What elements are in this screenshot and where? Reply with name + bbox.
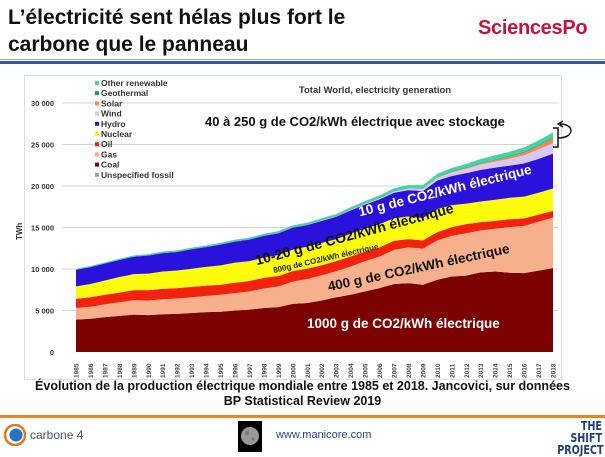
x-tick-label: 2007 bbox=[392, 363, 399, 378]
annotation-coal: 1000 g de CO2/kWh électrique bbox=[307, 316, 500, 331]
legend-label: Other renewable bbox=[101, 78, 168, 88]
y-tick-label: 5 000 bbox=[35, 307, 54, 316]
legend-swatch bbox=[95, 132, 99, 136]
x-tick-label: 2013 bbox=[478, 363, 485, 378]
legend-swatch bbox=[95, 142, 99, 147]
legend-label: Coal bbox=[101, 160, 119, 170]
legend-swatch bbox=[95, 101, 99, 106]
legend: Other renewableGeothermalSolarWindHydroN… bbox=[95, 78, 174, 180]
x-axis-ticks: 1985 1986 1987 1988 1989 1990 1991 1992 1993 1994… bbox=[74, 363, 558, 378]
legend-label: Wind bbox=[101, 109, 122, 119]
x-tick-label: 1997 bbox=[247, 363, 254, 378]
storage-bracket-icon bbox=[553, 120, 572, 148]
y-tick-label: 10 000 bbox=[31, 265, 54, 274]
caption-line-1: Évolution de la production électrique mo… bbox=[35, 379, 570, 393]
annotation-storage: 40 à 250 g de CO2/kWh électrique avec st… bbox=[205, 114, 505, 129]
shift-logo-line1: THE SHIFT bbox=[570, 419, 602, 445]
x-tick-label: 2010 bbox=[435, 363, 442, 378]
sciencespo-logo: SciencesPo bbox=[478, 17, 588, 39]
x-tick-label: 1998 bbox=[261, 363, 268, 378]
area-coal bbox=[76, 268, 553, 352]
x-tick-label: 2000 bbox=[290, 363, 297, 378]
stacked-areas bbox=[76, 132, 553, 352]
x-tick-label: 1987 bbox=[102, 363, 109, 378]
header-divider-thin bbox=[0, 59, 605, 60]
legend-swatch bbox=[95, 121, 99, 126]
x-tick-label: 1991 bbox=[160, 363, 167, 378]
x-tick-label: 1999 bbox=[276, 363, 283, 378]
x-tick-label: 1986 bbox=[88, 363, 95, 378]
shift-project-logo: THE SHIFT PROJECT bbox=[557, 419, 604, 457]
x-tick-label: 2018 bbox=[551, 363, 558, 378]
x-tick-label: 2008 bbox=[406, 363, 413, 378]
y-tick-label: 20 000 bbox=[31, 182, 54, 191]
x-tick-label: 2017 bbox=[536, 363, 543, 378]
x-tick-label: 2012 bbox=[464, 363, 471, 378]
x-tick-label: 1985 bbox=[74, 363, 81, 378]
header-divider bbox=[0, 61, 605, 64]
legend-swatch bbox=[95, 172, 99, 177]
legend-swatch bbox=[95, 162, 99, 167]
legend-label: Solar bbox=[101, 98, 123, 108]
legend-swatch bbox=[95, 152, 99, 157]
x-tick-label: 1989 bbox=[131, 363, 138, 378]
y-axis-label: TWh bbox=[15, 223, 24, 240]
legend-label: Hydro bbox=[101, 119, 126, 129]
x-tick-label: 1995 bbox=[218, 363, 225, 378]
legend-label: Gas bbox=[101, 149, 117, 159]
x-tick-label: 1993 bbox=[189, 363, 196, 378]
y-tick-label: 30 000 bbox=[31, 99, 54, 108]
footer-divider bbox=[0, 415, 605, 418]
x-tick-label: 2009 bbox=[420, 363, 427, 378]
caption-line-2: BP Statistical Review 2019 bbox=[223, 394, 382, 408]
x-tick-label: 1988 bbox=[117, 363, 124, 378]
moon-image bbox=[238, 421, 262, 452]
carbone4-logo: carbone 4 bbox=[4, 424, 83, 446]
x-tick-label: 2001 bbox=[305, 363, 312, 378]
x-tick-label: 1996 bbox=[233, 363, 240, 378]
chart-frame bbox=[24, 75, 562, 380]
website-link[interactable]: www.manicore.com bbox=[276, 429, 372, 441]
x-tick-label: 2005 bbox=[363, 363, 370, 378]
x-tick-label: 1990 bbox=[146, 363, 153, 378]
x-tick-label: 2006 bbox=[377, 363, 384, 378]
legend-swatch bbox=[95, 111, 99, 116]
x-tick-label: 2002 bbox=[319, 363, 326, 378]
legend-label: Oil bbox=[101, 139, 112, 149]
y-tick-label: 15 000 bbox=[31, 224, 54, 233]
legend-swatch bbox=[95, 81, 99, 85]
slide-title: L’électricité sent hélas plus fort le ca… bbox=[8, 6, 346, 56]
y-axis-ticks: 0 5 000 10 000 15 000 20 000 25 000 30 000 bbox=[31, 99, 54, 357]
legend-label: Nuclear bbox=[101, 129, 133, 139]
y-tick-label: 0 bbox=[50, 348, 54, 357]
area-hydro bbox=[76, 153, 553, 287]
carbone4-label: carbone 4 bbox=[30, 428, 84, 442]
y-tick-label: 25 000 bbox=[31, 141, 54, 150]
chart-title: Total World, electricity generation bbox=[299, 85, 451, 96]
legend-label: Unspecified fossil bbox=[101, 170, 174, 180]
x-tick-label: 1992 bbox=[175, 363, 182, 378]
x-tick-label: 2014 bbox=[493, 363, 500, 378]
x-tick-label: 2003 bbox=[334, 363, 341, 378]
figure-caption: Évolution de la production électrique mo… bbox=[0, 379, 605, 409]
carbone4-globe-icon bbox=[4, 424, 26, 446]
x-tick-label: 2016 bbox=[522, 363, 529, 378]
legend-label: Geothermal bbox=[101, 88, 148, 98]
x-tick-label: 2015 bbox=[507, 363, 514, 378]
legend-swatch bbox=[95, 91, 99, 96]
x-tick-label: 2011 bbox=[449, 364, 456, 378]
x-tick-label: 1994 bbox=[204, 363, 211, 378]
x-tick-label: 2004 bbox=[348, 363, 355, 378]
area-gas bbox=[76, 217, 553, 320]
area-nuclear bbox=[76, 188, 553, 299]
area-oil bbox=[76, 210, 553, 309]
shift-logo-line2: PROJECT bbox=[557, 443, 604, 457]
